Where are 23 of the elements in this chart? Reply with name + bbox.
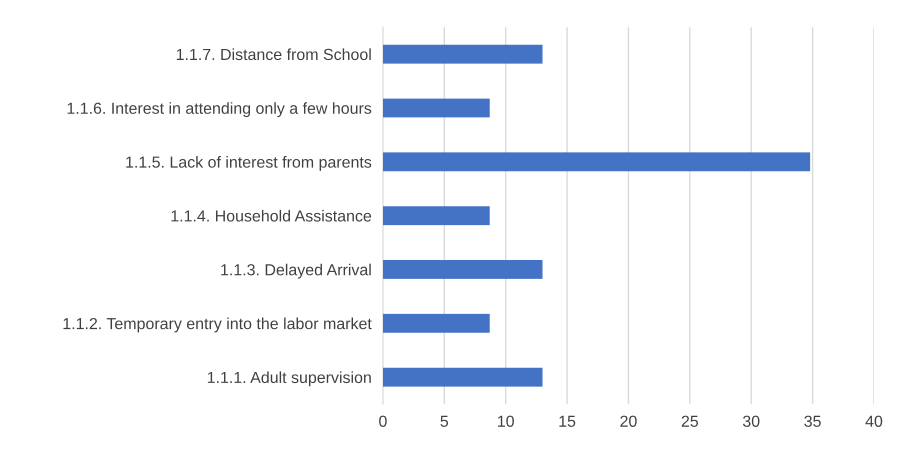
x-tick-label: 10 (498, 416, 514, 427)
y-tick-label: 1.1.1. Adult supervision (208, 371, 371, 386)
bar (382, 152, 810, 172)
bar (382, 98, 490, 118)
y-tick-label: 1.1.7. Distance from School (176, 48, 371, 60)
x-tick-label: 40 (865, 416, 882, 427)
y-tick-label: 1.1.4. Household Assistance (171, 210, 372, 222)
bar (382, 260, 543, 279)
y-tick-label: 1.1.3. Delayed Arrival (221, 264, 371, 279)
x-tick-label: 30 (742, 416, 760, 427)
x-tick-label: 25 (682, 416, 698, 427)
x-tick-label: 35 (804, 416, 821, 427)
y-tick-label: 1.1.2. Temporary entry into the labor market (64, 318, 372, 332)
x-tick-label: 5 (440, 416, 448, 427)
bar (382, 206, 490, 226)
x-tick-label: 0 (379, 416, 387, 427)
bar (382, 368, 543, 387)
y-tick-label: 1.1.6. Interest in attending only a few hours (68, 102, 372, 118)
x-tick-label: 20 (620, 416, 637, 427)
y-tick-label: 1.1.5. Lack of interest from parents (126, 156, 372, 171)
bar (382, 44, 543, 64)
bar (382, 314, 490, 333)
x-tick-label: 15 (559, 416, 576, 427)
